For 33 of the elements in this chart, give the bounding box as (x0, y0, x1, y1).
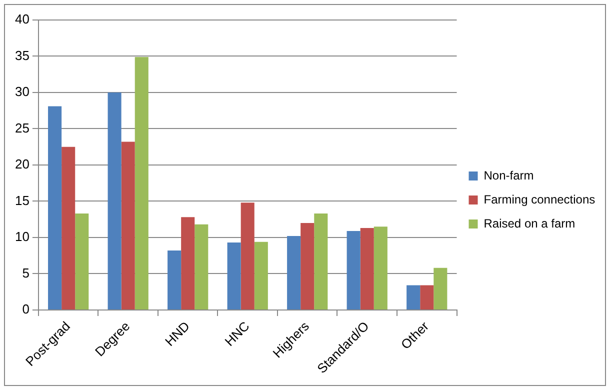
bar (360, 228, 374, 310)
y-tick-label: 15 (14, 192, 30, 208)
bar (75, 214, 89, 310)
bar (121, 142, 135, 310)
bar (374, 226, 388, 310)
y-tick-label: 20 (14, 156, 30, 172)
bar (194, 224, 208, 310)
legend-label: Farming connections (484, 192, 596, 206)
bar (406, 285, 420, 310)
bar (62, 146, 76, 310)
bar (48, 106, 62, 310)
y-tick-label: 30 (14, 84, 30, 100)
y-tick-label: 25 (14, 120, 30, 136)
bar (314, 214, 328, 310)
bar (346, 230, 360, 310)
bar (181, 217, 195, 310)
legend-label: Non-farm (484, 168, 534, 182)
bar (227, 242, 241, 310)
bar (134, 56, 148, 310)
y-tick-label: 35 (14, 48, 30, 63)
y-tick-label: 5 (22, 265, 30, 280)
y-tick-label: 0 (22, 302, 30, 317)
bar (300, 222, 314, 310)
bar (254, 242, 268, 310)
bar (108, 92, 122, 310)
bar (420, 285, 434, 310)
y-tick-label: 10 (14, 229, 30, 244)
legend-label: Raised on a farm (484, 216, 576, 230)
bar (240, 202, 254, 310)
bar (434, 268, 448, 310)
y-tick-label: 40 (14, 12, 30, 27)
bar (168, 250, 182, 310)
bar (287, 236, 301, 310)
